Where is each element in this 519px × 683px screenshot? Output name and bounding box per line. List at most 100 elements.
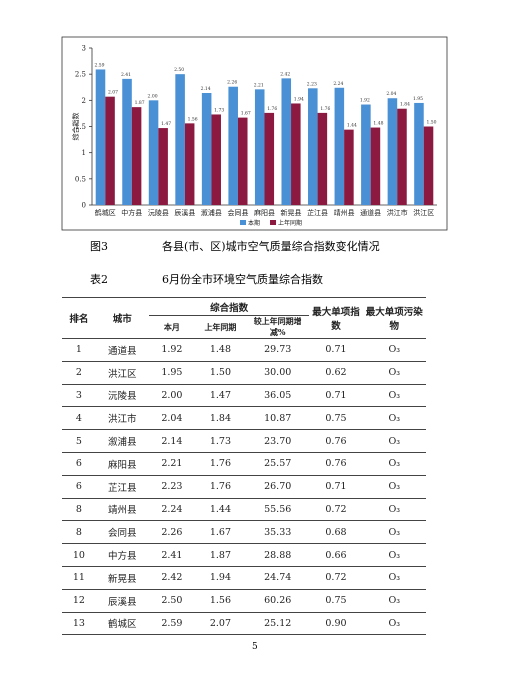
- table-cell: 1.73: [194, 429, 246, 453]
- bar: [264, 112, 275, 205]
- header-cell: 较上年同期增减%: [246, 315, 310, 339]
- table-number: 表2: [90, 273, 108, 286]
- data-label: 2.23: [307, 81, 317, 87]
- bar: [175, 74, 185, 206]
- table-cell: 25.57: [246, 451, 310, 476]
- table-cell: 2.07: [194, 611, 246, 636]
- table-cell: 30.00: [246, 360, 310, 385]
- table-cell: O₃: [362, 451, 426, 476]
- table-cell: 2.59: [148, 611, 195, 636]
- table-cell: 0.71: [309, 338, 363, 362]
- table-row: 12 辰溪县 2.50 1.56 60.26 0.75 O₃: [62, 588, 426, 613]
- bar: [228, 86, 238, 205]
- data-label: 1.76: [267, 106, 277, 112]
- bar: [317, 112, 328, 205]
- bar: [211, 114, 221, 205]
- bar: [414, 102, 424, 205]
- table-row: 2 洪江区 1.95 1.50 30.00 0.62 O₃: [62, 360, 426, 385]
- header-cell: 最大单项污染物: [362, 297, 426, 339]
- table-cell: 10: [62, 543, 96, 567]
- legend-label: 本期: [248, 219, 260, 227]
- table-cell: 0.76: [309, 451, 363, 476]
- bar: [237, 117, 248, 205]
- table-cell: 0.71: [309, 383, 363, 408]
- table-cell: O₃: [362, 474, 426, 499]
- table-cell: 26.70: [246, 474, 310, 499]
- table-cell: 1.94: [194, 565, 246, 590]
- data-label: 2.26: [227, 80, 237, 86]
- data-label: 2.50: [174, 67, 184, 73]
- table-cell: 2.00: [148, 383, 195, 408]
- figure-number: 图3: [90, 240, 108, 253]
- table-cell: 23.70: [246, 429, 310, 453]
- x-tick-label: 沅陵县: [148, 208, 169, 217]
- table-row: 5 溆浦县 2.14 1.73 23.70 0.76 O₃: [62, 429, 426, 453]
- table-row: 13 鹤城区 2.59 2.07 25.12 0.90 O₃: [62, 611, 426, 636]
- table-cell: 6: [62, 474, 96, 499]
- table-cell: O₃: [362, 565, 426, 590]
- x-tick-label: 溆浦县: [201, 208, 222, 217]
- bar: [361, 104, 371, 205]
- table-cell: 1.84: [194, 406, 246, 431]
- data-label: 1.92: [360, 98, 370, 104]
- table-row: 4 洪江市 2.04 1.84 10.87 0.75 O₃: [62, 406, 426, 431]
- legend-swatch: [270, 220, 277, 225]
- table-cell: O₃: [362, 520, 426, 545]
- table-cell: 35.33: [246, 520, 310, 545]
- x-tick-label: 洪江区: [413, 208, 434, 217]
- table-cell: 0.75: [309, 588, 363, 613]
- table-cell: 0.75: [309, 406, 363, 431]
- header-cell: 上年同期: [194, 315, 246, 339]
- x-tick-label: 芷江县: [307, 208, 328, 217]
- table-cell: 2.41: [148, 543, 195, 567]
- bar: [308, 88, 318, 205]
- data-label: 2.04: [386, 91, 396, 97]
- table-cell: 靖州县: [95, 497, 149, 522]
- x-tick-label: 通道县: [360, 208, 381, 217]
- data-label: 1.76: [320, 106, 330, 112]
- x-tick-label: 洪江市: [387, 208, 408, 217]
- table-cell: 2.26: [148, 520, 195, 545]
- table-cell: 0.72: [309, 497, 363, 522]
- table-cell: 0.71: [309, 474, 363, 499]
- table-row: 10 中方县 2.41 1.87 28.88 0.66 O₃: [62, 543, 426, 567]
- table-cell: 1.56: [194, 588, 246, 613]
- x-tick-label: 靖州县: [334, 208, 355, 217]
- table-cell: 1.76: [194, 474, 246, 499]
- data-label: 1.95: [413, 96, 423, 102]
- table-cell: 沅陵县: [95, 383, 149, 408]
- table-row: 1 通道县 1.92 1.48 29.73 0.71 O₃: [62, 338, 426, 362]
- data-label: 2.21: [254, 82, 264, 88]
- bar: [158, 128, 168, 205]
- table-cell: 60.26: [246, 588, 310, 613]
- table-cell: 1.48: [194, 338, 246, 362]
- table-cell: 5: [62, 429, 96, 453]
- x-tick-label: 辰溪县: [174, 208, 195, 217]
- data-label: 1.73: [214, 107, 224, 113]
- table-cell: 0.68: [309, 520, 363, 545]
- table-cell: 溆浦县: [95, 429, 149, 453]
- page-number: 5: [252, 642, 258, 652]
- table-cell: 1.76: [194, 451, 246, 476]
- table-cell: 洪江市: [95, 406, 149, 431]
- figure-caption: 各县(市、区)城市空气质量综合指数变化情况: [162, 240, 380, 253]
- data-label: 2.42: [280, 71, 290, 77]
- y-tick-label: 0: [82, 202, 86, 210]
- table-cell: 2.23: [148, 474, 195, 499]
- table-cell: 29.73: [246, 338, 310, 362]
- table-row: 3 沅陵县 2.00 1.47 36.05 0.71 O₃: [62, 383, 426, 408]
- bar: [397, 108, 407, 205]
- table-cell: 3: [62, 383, 96, 408]
- table-cell: 0.90: [309, 611, 363, 636]
- table-cell: 13: [62, 611, 96, 636]
- table-cell: 55.56: [246, 497, 310, 522]
- table-cell: 8: [62, 497, 96, 522]
- y-tick-label: 1: [82, 149, 86, 157]
- table-cell: 36.05: [246, 383, 310, 408]
- table-cell: 芷江县: [95, 474, 149, 499]
- bar: [131, 107, 142, 205]
- legend-label: 上年同期: [278, 219, 302, 227]
- header-cell: 综合指数: [148, 297, 310, 316]
- table-cell: 辰溪县: [95, 588, 149, 613]
